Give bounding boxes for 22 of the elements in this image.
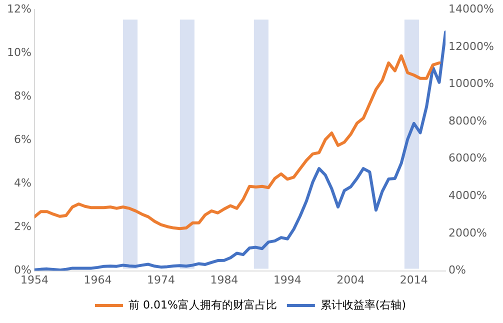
y2-tick-label: 14000% <box>448 2 494 16</box>
legend-label: 累计收益率(右轴) <box>320 298 406 312</box>
y-tick-label: 2% <box>14 220 32 234</box>
x-tick-label: 1994 <box>273 273 302 286</box>
y-tick-label: 4% <box>14 176 32 190</box>
x-tick-label: 2014 <box>400 273 428 286</box>
y2-tick-label: 2000% <box>448 226 488 240</box>
y-tick-label: 10% <box>6 46 32 59</box>
x-tick-label: 1964 <box>84 273 112 286</box>
y2-tick-label: 8000% <box>448 114 488 128</box>
y2-tick-label: 10000% <box>448 77 494 90</box>
y2-tick-label: 6000% <box>448 152 488 165</box>
y2-tick-label: 0% <box>448 264 466 277</box>
y-tick-label: 12% <box>6 2 32 16</box>
y-tick-label: 8% <box>14 90 32 103</box>
y2-tick-label: 4000% <box>448 189 488 202</box>
y2-tick-label: 12000% <box>448 40 494 53</box>
x-tick-label: 2004 <box>336 273 365 286</box>
legend-label: 前 0.01%富人拥有的财富占比 <box>128 298 277 312</box>
x-tick-label: 1984 <box>210 273 238 286</box>
y-tick-label: 6% <box>14 133 32 146</box>
x-tick-label: 1974 <box>146 273 175 286</box>
